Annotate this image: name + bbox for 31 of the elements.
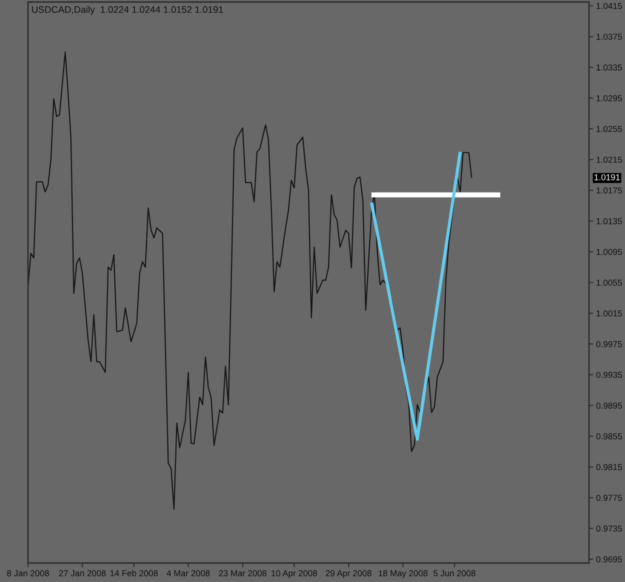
- y-tick-label: 1.0335: [596, 64, 622, 71]
- text: 1.0191: [594, 174, 620, 180]
- y-tick-label: 1.0375: [596, 34, 622, 40]
- y-tick-label: 1.0295: [596, 95, 622, 102]
- y-tick-label: 1.0135: [596, 218, 622, 224]
- y-tick-label: 0.9815: [596, 464, 622, 470]
- x-tick-label: 18 May 2008: [378, 570, 428, 578]
- y-tick-label: 1.0095: [596, 248, 622, 255]
- y-tick-label: 0.9855: [596, 433, 622, 440]
- y-tick-label: 0.9935: [596, 372, 622, 378]
- chart-title: USDCAD,Daily 1.0224 1.0244 1.0152 1.0191: [32, 6, 224, 15]
- y-tick-label: 0.9735: [596, 526, 622, 532]
- y-tick-label: 0.9775: [596, 494, 622, 501]
- y-tick-label: 1.0015: [596, 310, 622, 316]
- x-tick-label: 14 Feb 2008: [110, 570, 158, 576]
- x-tick-label: 10 Apr 2008: [272, 570, 318, 578]
- y-tick-label: 0.9895: [596, 402, 622, 409]
- x-tick-label: 5 Jun 2008: [434, 570, 476, 576]
- y-tick-label: 0.9695: [596, 556, 622, 562]
- y-tick-label: 1.0055: [596, 280, 622, 286]
- x-tick-label: 29 Apr 2008: [326, 570, 372, 578]
- y-tick-label: 1.0215: [596, 156, 622, 163]
- y-tick-label: 1.0415: [596, 2, 622, 10]
- line-series: [28, 51, 472, 510]
- x-tick-label: 4 Mar 2008: [166, 570, 210, 576]
- x-tick-label: 27 Jan 2008: [59, 570, 106, 576]
- x-tick-label: 23 Mar 2008: [218, 570, 266, 576]
- x-tick-label: 8 Jan 2008: [7, 570, 49, 576]
- y-tick-label: 0.9975: [596, 341, 622, 348]
- y-tick-label: 1.0175: [596, 187, 622, 194]
- y-tick-label: 1.0255: [596, 126, 622, 132]
